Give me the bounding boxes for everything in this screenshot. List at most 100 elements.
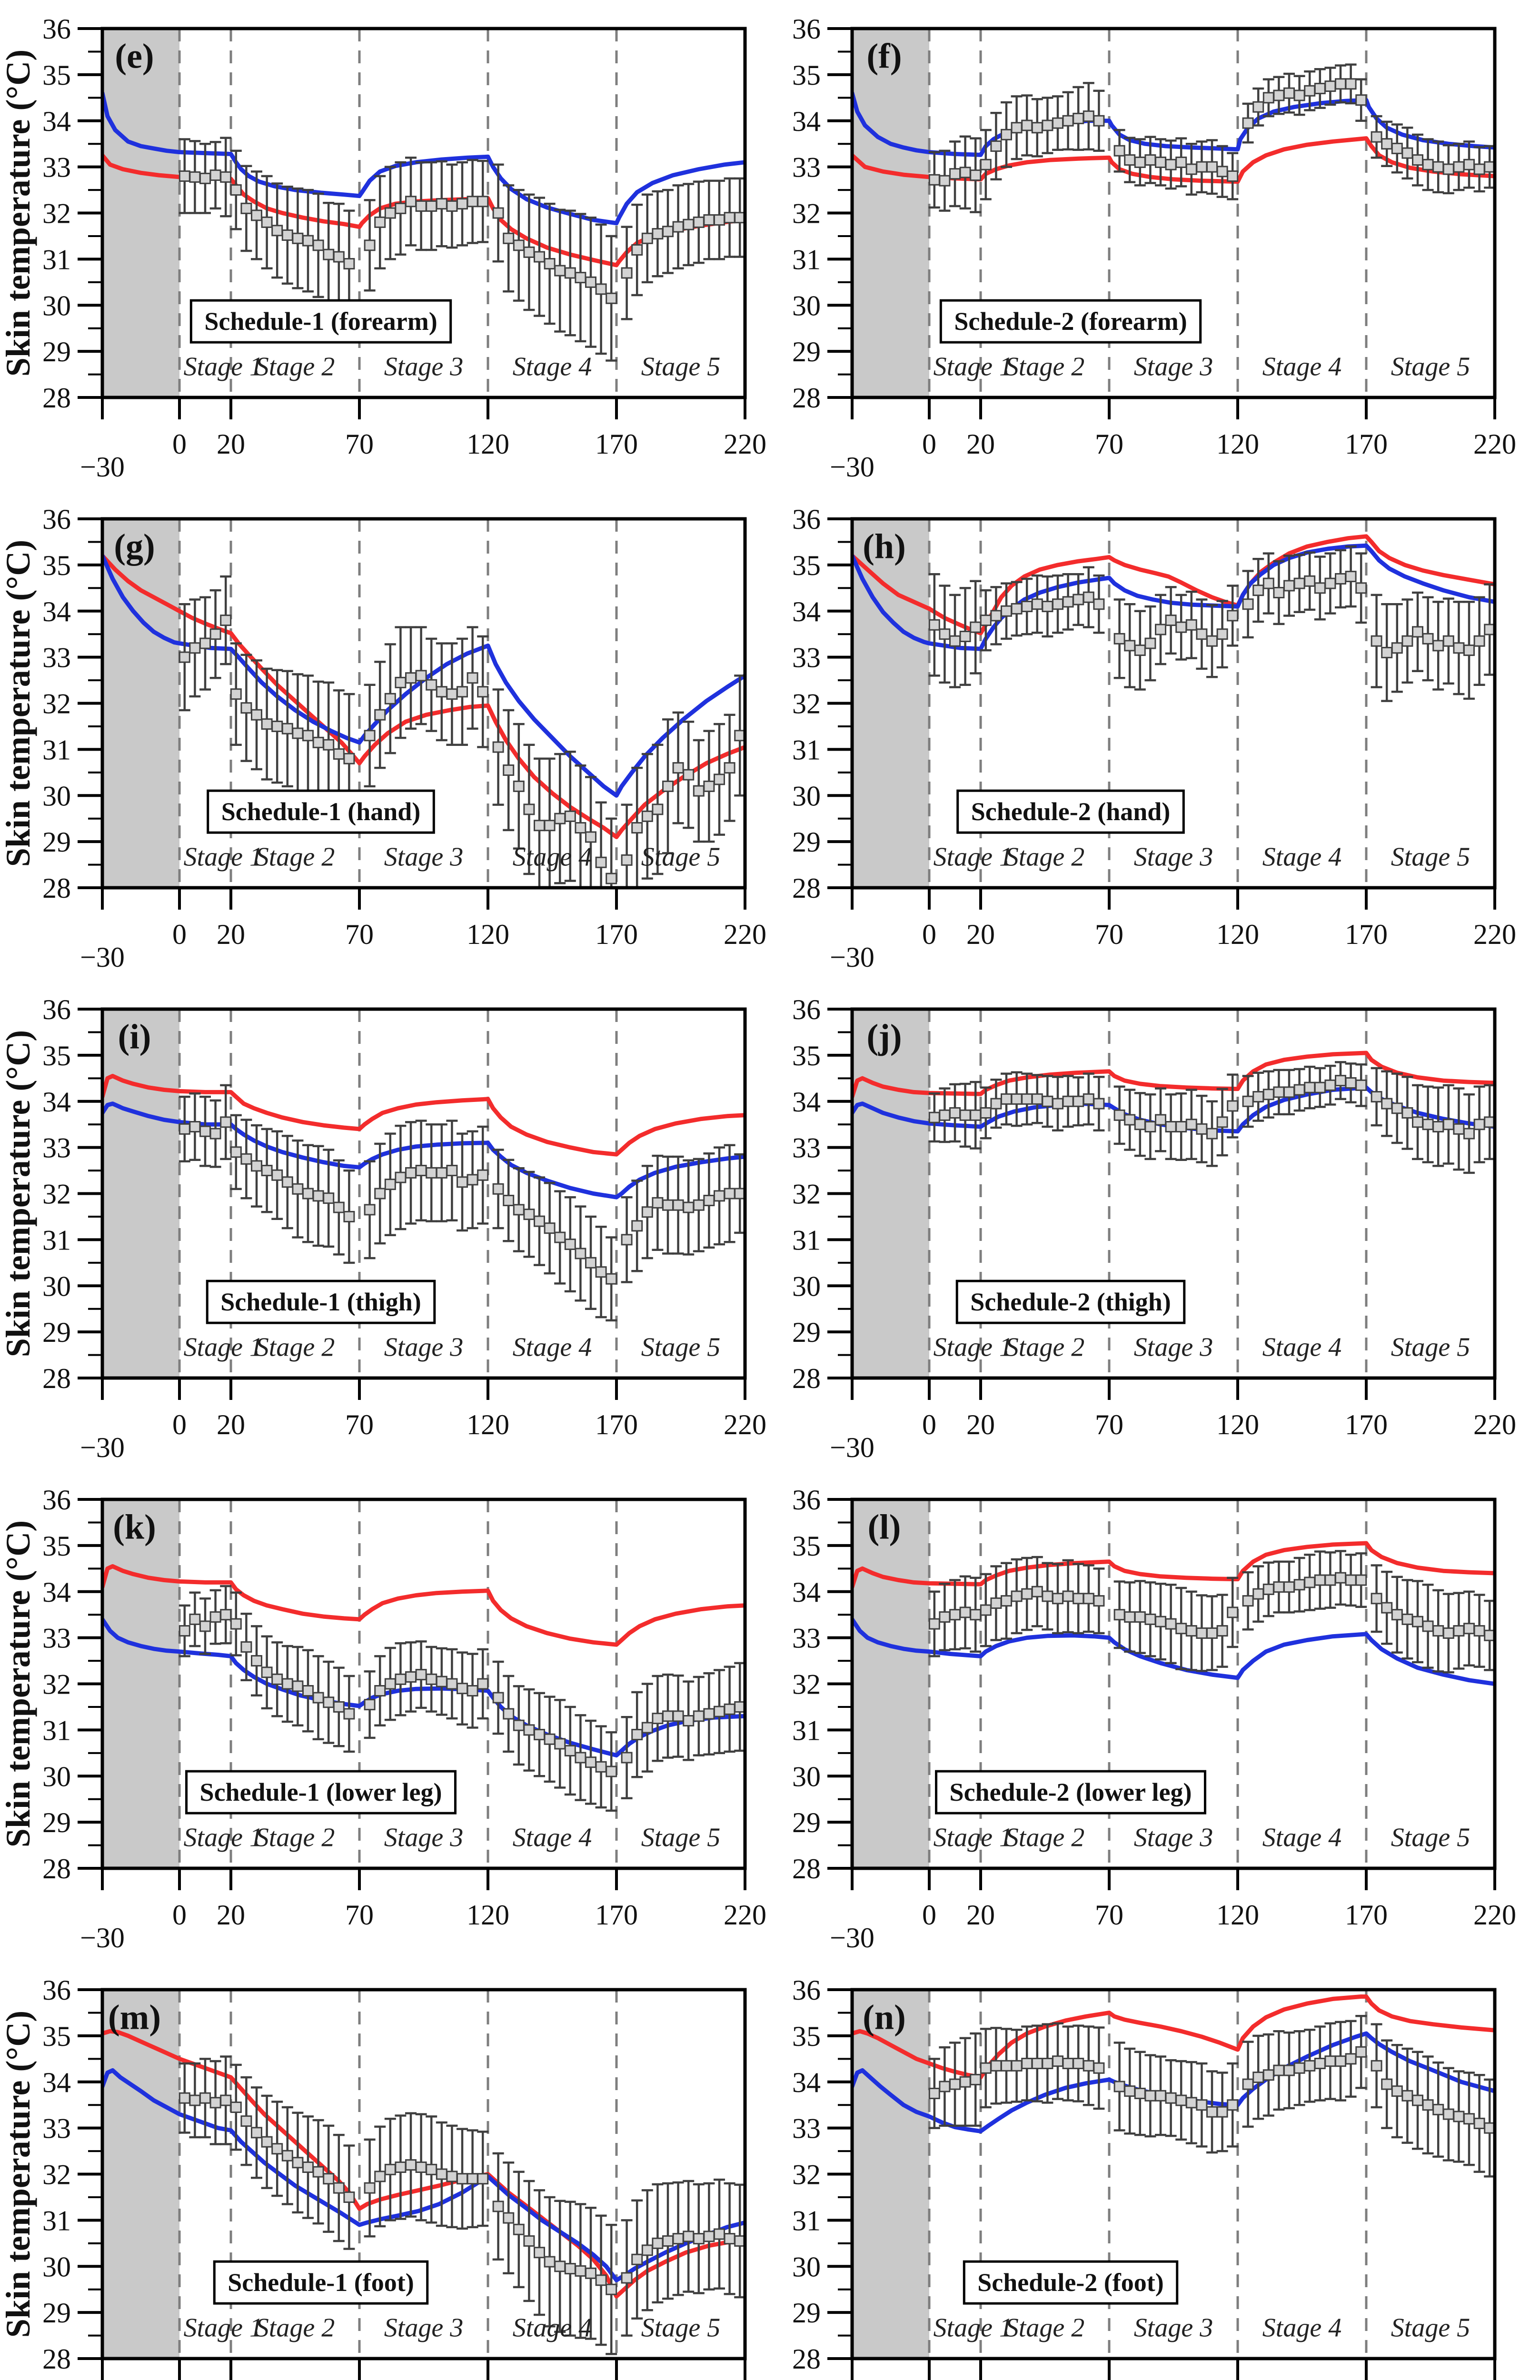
- data-marker: [575, 822, 586, 834]
- data-marker: [949, 635, 961, 647]
- data-marker: [323, 2173, 335, 2185]
- data-marker: [1371, 131, 1382, 143]
- y-tick-label: 31: [792, 2205, 821, 2236]
- data-marker: [641, 2244, 653, 2256]
- data-marker: [1304, 85, 1316, 97]
- data-marker: [220, 171, 232, 183]
- stage-label: Stage 4: [1262, 843, 1341, 872]
- data-marker: [585, 1257, 596, 1269]
- panel-row-2: (i) Schedule-1 (thigh) Stage 1 Stage 2 Stage…: [0, 981, 1540, 1471]
- x-tick-label: 120: [467, 428, 509, 460]
- stage-label: Stage 2: [1005, 2313, 1084, 2343]
- data-marker: [949, 1609, 961, 1621]
- data-marker: [1083, 110, 1094, 122]
- data-marker: [1175, 2094, 1187, 2106]
- stage-label: Stage 5: [641, 1823, 720, 1853]
- data-marker: [1021, 601, 1033, 613]
- schedule-label-box: [206, 1279, 436, 1324]
- data-marker: [1432, 1121, 1444, 1133]
- data-marker: [1412, 154, 1423, 166]
- data-marker: [1242, 1095, 1254, 1107]
- data-marker: [1196, 1627, 1208, 1639]
- stage-label: Stage 4: [1262, 352, 1341, 382]
- data-marker: [1165, 615, 1177, 626]
- data-marker: [585, 276, 596, 288]
- data-marker: [179, 170, 190, 182]
- error-bars: [179, 1084, 745, 1322]
- data-marker: [1453, 161, 1465, 173]
- data-marker: [703, 214, 715, 226]
- data-marker: [970, 1609, 982, 1621]
- data-marker: [1073, 2058, 1084, 2069]
- x-tick-label: −30: [80, 1432, 125, 1463]
- data-marker: [1196, 2099, 1208, 2111]
- data-marker: [209, 628, 221, 640]
- plot-area: [102, 1990, 745, 2359]
- data-marker: [1262, 577, 1274, 589]
- data-marker: [292, 1183, 304, 1195]
- data-marker: [1001, 1093, 1012, 1105]
- data-marker: [302, 1685, 314, 1697]
- data-marker: [426, 1167, 437, 1179]
- stage-label: Stage 1: [934, 1333, 1013, 1362]
- data-marker: [585, 2267, 596, 2279]
- data-marker: [1062, 1590, 1074, 1602]
- x-tick-label: 70: [345, 1409, 374, 1440]
- data-marker: [1283, 1086, 1295, 1098]
- stage-label: Stage 2: [1005, 843, 1084, 872]
- data-marker: [1073, 594, 1084, 605]
- y-tick-label: 31: [42, 734, 71, 765]
- y-tick-label: 34: [42, 1577, 71, 1608]
- data-marker: [467, 1174, 478, 1186]
- data-marker: [1165, 2092, 1177, 2104]
- x-tick-label: 70: [1095, 919, 1123, 950]
- y-tick-label: 33: [42, 642, 71, 674]
- red-model-line: [102, 1074, 745, 1157]
- x-tick-label: 20: [966, 1409, 995, 1440]
- stage-label: Stage 1: [184, 843, 263, 872]
- schedule-label: Schedule-2 (thigh): [970, 1288, 1171, 1316]
- y-tick-label: 33: [42, 1132, 71, 1164]
- y-tick-label: 30: [792, 290, 821, 321]
- data-marker: [271, 1673, 283, 1685]
- data-marker: [513, 1204, 525, 1216]
- y-tick-label: 34: [42, 2067, 71, 2098]
- data-marker: [220, 2094, 232, 2106]
- plot-area: [852, 1499, 1495, 1868]
- data-marker: [672, 762, 684, 774]
- data-marker: [1011, 603, 1023, 615]
- data-marker: [980, 159, 992, 170]
- data-marker: [534, 820, 545, 832]
- data-marker: [523, 246, 535, 258]
- data-marker: [1283, 1581, 1295, 1593]
- data-marker: [970, 621, 982, 633]
- data-marker: [652, 228, 664, 240]
- data-marker: [1262, 92, 1274, 104]
- y-tick-label: 30: [792, 1761, 821, 1792]
- data-marker: [333, 251, 345, 263]
- data-marker: [302, 235, 314, 247]
- data-marker: [513, 1719, 525, 1731]
- data-marker: [959, 1606, 971, 1618]
- red-model-line: [852, 1541, 1495, 1589]
- data-marker: [652, 803, 664, 815]
- data-marker: [1473, 1625, 1485, 1637]
- data-marker: [1324, 2055, 1336, 2067]
- data-marker: [343, 753, 355, 764]
- pre-start-shade: [102, 1009, 179, 1378]
- data-marker: [415, 200, 427, 212]
- data-marker: [1401, 2090, 1413, 2102]
- data-marker: [714, 1190, 725, 1202]
- data-marker: [1273, 1581, 1285, 1593]
- data-marker: [384, 693, 396, 704]
- data-marker: [179, 1123, 190, 1135]
- data-marker: [292, 2157, 304, 2169]
- data-marker: [343, 2191, 355, 2203]
- data-marker: [621, 2272, 633, 2284]
- data-marker: [683, 1201, 695, 1213]
- panel-row-0: (e) Schedule-1 (forearm) Stage 1 Stage 2 Sta…: [0, 0, 1540, 490]
- data-marker: [693, 1199, 705, 1211]
